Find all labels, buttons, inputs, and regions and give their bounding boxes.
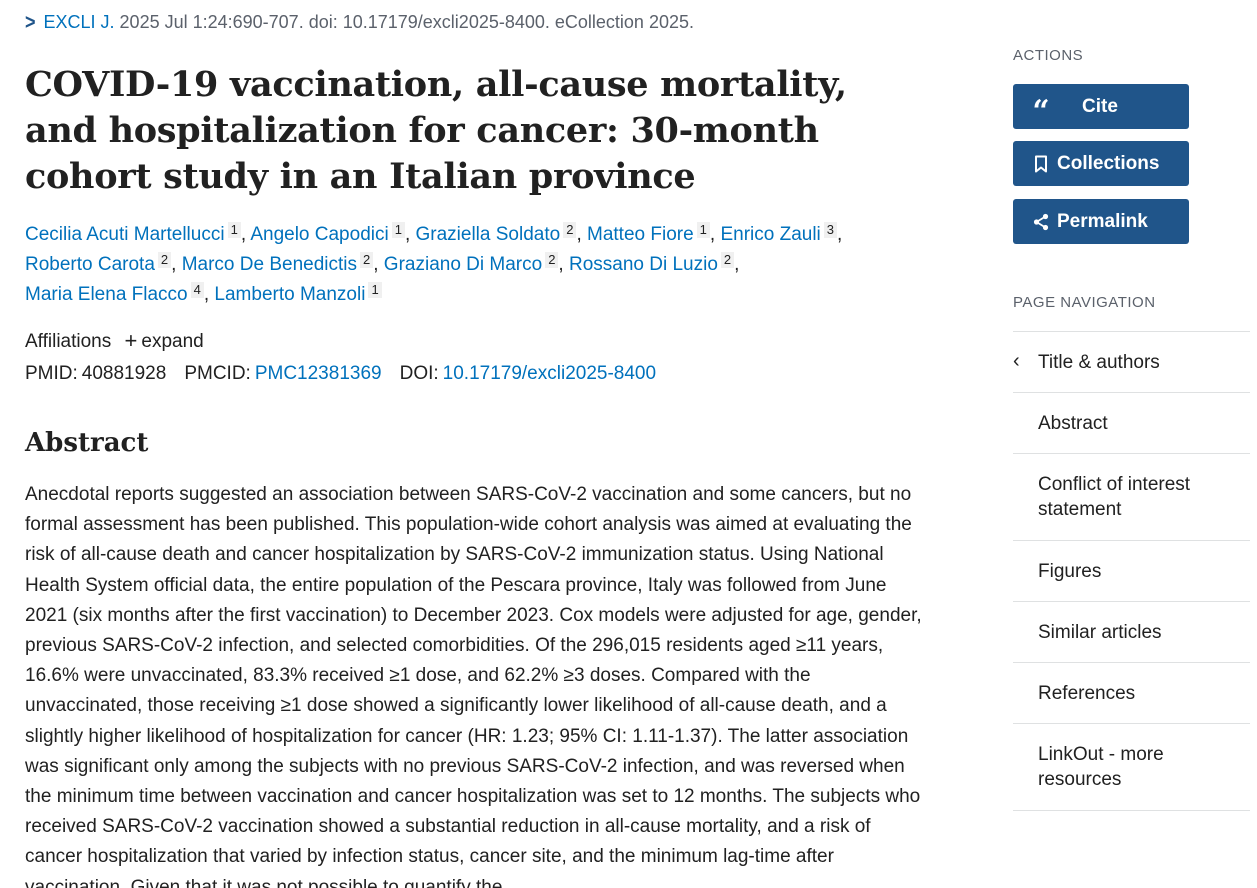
- nav-item-label: Figures: [1038, 560, 1102, 582]
- author-link[interactable]: Marco De Benedictis: [181, 254, 357, 275]
- doi-label: DOI:: [399, 363, 439, 384]
- actions-heading: ACTIONS: [1013, 47, 1084, 64]
- nav-item-label: Abstract: [1038, 412, 1108, 434]
- journal-citation-text: 2025 Jul 1:24:690-707. doi: 10.17179/exc…: [114, 12, 694, 32]
- quote-icon: “: [1032, 93, 1050, 129]
- author-line-1: Cecilia Acuti Martellucci 1, Angelo Capod…: [25, 222, 843, 245]
- nav-item-abstract[interactable]: Abstract: [1013, 393, 1250, 454]
- nav-item-label: References: [1038, 682, 1136, 704]
- author-link[interactable]: Enrico Zauli: [720, 224, 821, 245]
- pmcid-link[interactable]: PMC12381369: [254, 363, 382, 384]
- pmcid-label: PMCID:: [184, 363, 251, 384]
- author-link[interactable]: Matteo Fiore: [587, 224, 694, 245]
- author-list: Cecilia Acuti Martellucci 1, Angelo Capod…: [25, 220, 930, 310]
- nav-item-label: Similar articles: [1038, 621, 1162, 643]
- journal-link[interactable]: EXCLI J.: [43, 12, 115, 32]
- nav-item-title-authors[interactable]: ‹ Title & authors: [1013, 332, 1250, 393]
- author-link[interactable]: Roberto Carota: [25, 254, 155, 275]
- collections-button[interactable]: Collections: [1013, 141, 1189, 186]
- affiliations-expand-button[interactable]: + expand: [124, 328, 204, 353]
- author-line-2: Roberto Carota 2, Marco De Benedictis 2, G…: [25, 252, 740, 275]
- nav-item-figures[interactable]: Figures: [1013, 541, 1250, 602]
- affiliation-number[interactable]: 2: [720, 252, 735, 268]
- affiliation-number[interactable]: 2: [360, 252, 374, 268]
- doi-link[interactable]: 10.17179/excli2025-8400: [442, 363, 657, 384]
- journal-citation-line: > EXCLI J. 2025 Jul 1:24:690-707. doi: 10…: [25, 9, 694, 34]
- chevron-left-icon: ‹: [1013, 350, 1020, 372]
- affiliation-number[interactable]: 1: [391, 222, 405, 238]
- affiliation-number[interactable]: 4: [190, 282, 204, 298]
- nav-item-references[interactable]: References: [1013, 663, 1250, 724]
- nav-item-similar-articles[interactable]: Similar articles: [1013, 602, 1250, 663]
- page-navigation: ‹ Title & authors Abstract Conflict of i…: [1013, 331, 1250, 811]
- author-link[interactable]: Rossano Di Luzio: [568, 254, 718, 275]
- author-link[interactable]: Cecilia Acuti Martellucci: [25, 224, 225, 245]
- author-link[interactable]: Angelo Capodici: [250, 224, 389, 245]
- share-icon: [1027, 213, 1055, 231]
- bookmark-icon: [1027, 155, 1055, 173]
- affiliations-row: Affiliations + expand: [25, 328, 204, 354]
- permalink-button[interactable]: Permalink: [1013, 199, 1189, 244]
- pmid-label: PMID:: [25, 363, 78, 384]
- nav-item-label: Conflict of interest statement: [1038, 474, 1191, 520]
- affiliation-number[interactable]: 2: [545, 252, 559, 268]
- identifiers-row: PMID: 40881928 PMCID: PMC12381369 DOI: 10.171…: [25, 363, 656, 385]
- nav-item-conflict-of-interest[interactable]: Conflict of interest statement: [1013, 454, 1250, 541]
- affiliation-number[interactable]: 2: [157, 252, 172, 268]
- article-title: COVID-19 vaccination, all-cause mortalit…: [25, 64, 847, 197]
- affiliation-number[interactable]: 1: [368, 282, 382, 298]
- author-link[interactable]: Maria Elena Flacco: [25, 284, 188, 305]
- plus-icon: +: [124, 328, 138, 353]
- affiliation-number[interactable]: 1: [227, 222, 241, 238]
- author-link[interactable]: Graziella Soldato: [415, 224, 561, 245]
- abstract-text: Anecdotal reports suggested an associati…: [25, 484, 922, 888]
- collections-label: Collections: [1057, 152, 1160, 174]
- abstract-heading: Abstract: [25, 428, 149, 458]
- cite-label: Cite: [1082, 95, 1118, 117]
- pmid-value: 40881928: [81, 363, 167, 384]
- nav-item-linkout[interactable]: LinkOut - more resources: [1013, 724, 1250, 811]
- author-line-3: Maria Elena Flacco 4, Lamberto Manzoli 1: [25, 280, 930, 310]
- permalink-label: Permalink: [1057, 210, 1148, 232]
- affiliations-label: Affiliations: [25, 331, 112, 352]
- affiliation-number[interactable]: 3: [823, 222, 838, 238]
- affiliation-number[interactable]: 1: [696, 222, 710, 238]
- nav-item-label: Title & authors: [1038, 351, 1160, 373]
- author-link[interactable]: Lamberto Manzoli: [214, 284, 366, 305]
- expand-label: expand: [141, 331, 204, 352]
- author-link[interactable]: Graziano Di Marco: [383, 254, 543, 275]
- page-navigation-heading: PAGE NAVIGATION: [1013, 294, 1156, 311]
- cite-button[interactable]: “ Cite: [1013, 84, 1189, 129]
- nav-item-label: LinkOut - more resources: [1038, 744, 1164, 790]
- chevron-right-icon: >: [25, 9, 36, 34]
- affiliation-number[interactable]: 2: [563, 222, 577, 238]
